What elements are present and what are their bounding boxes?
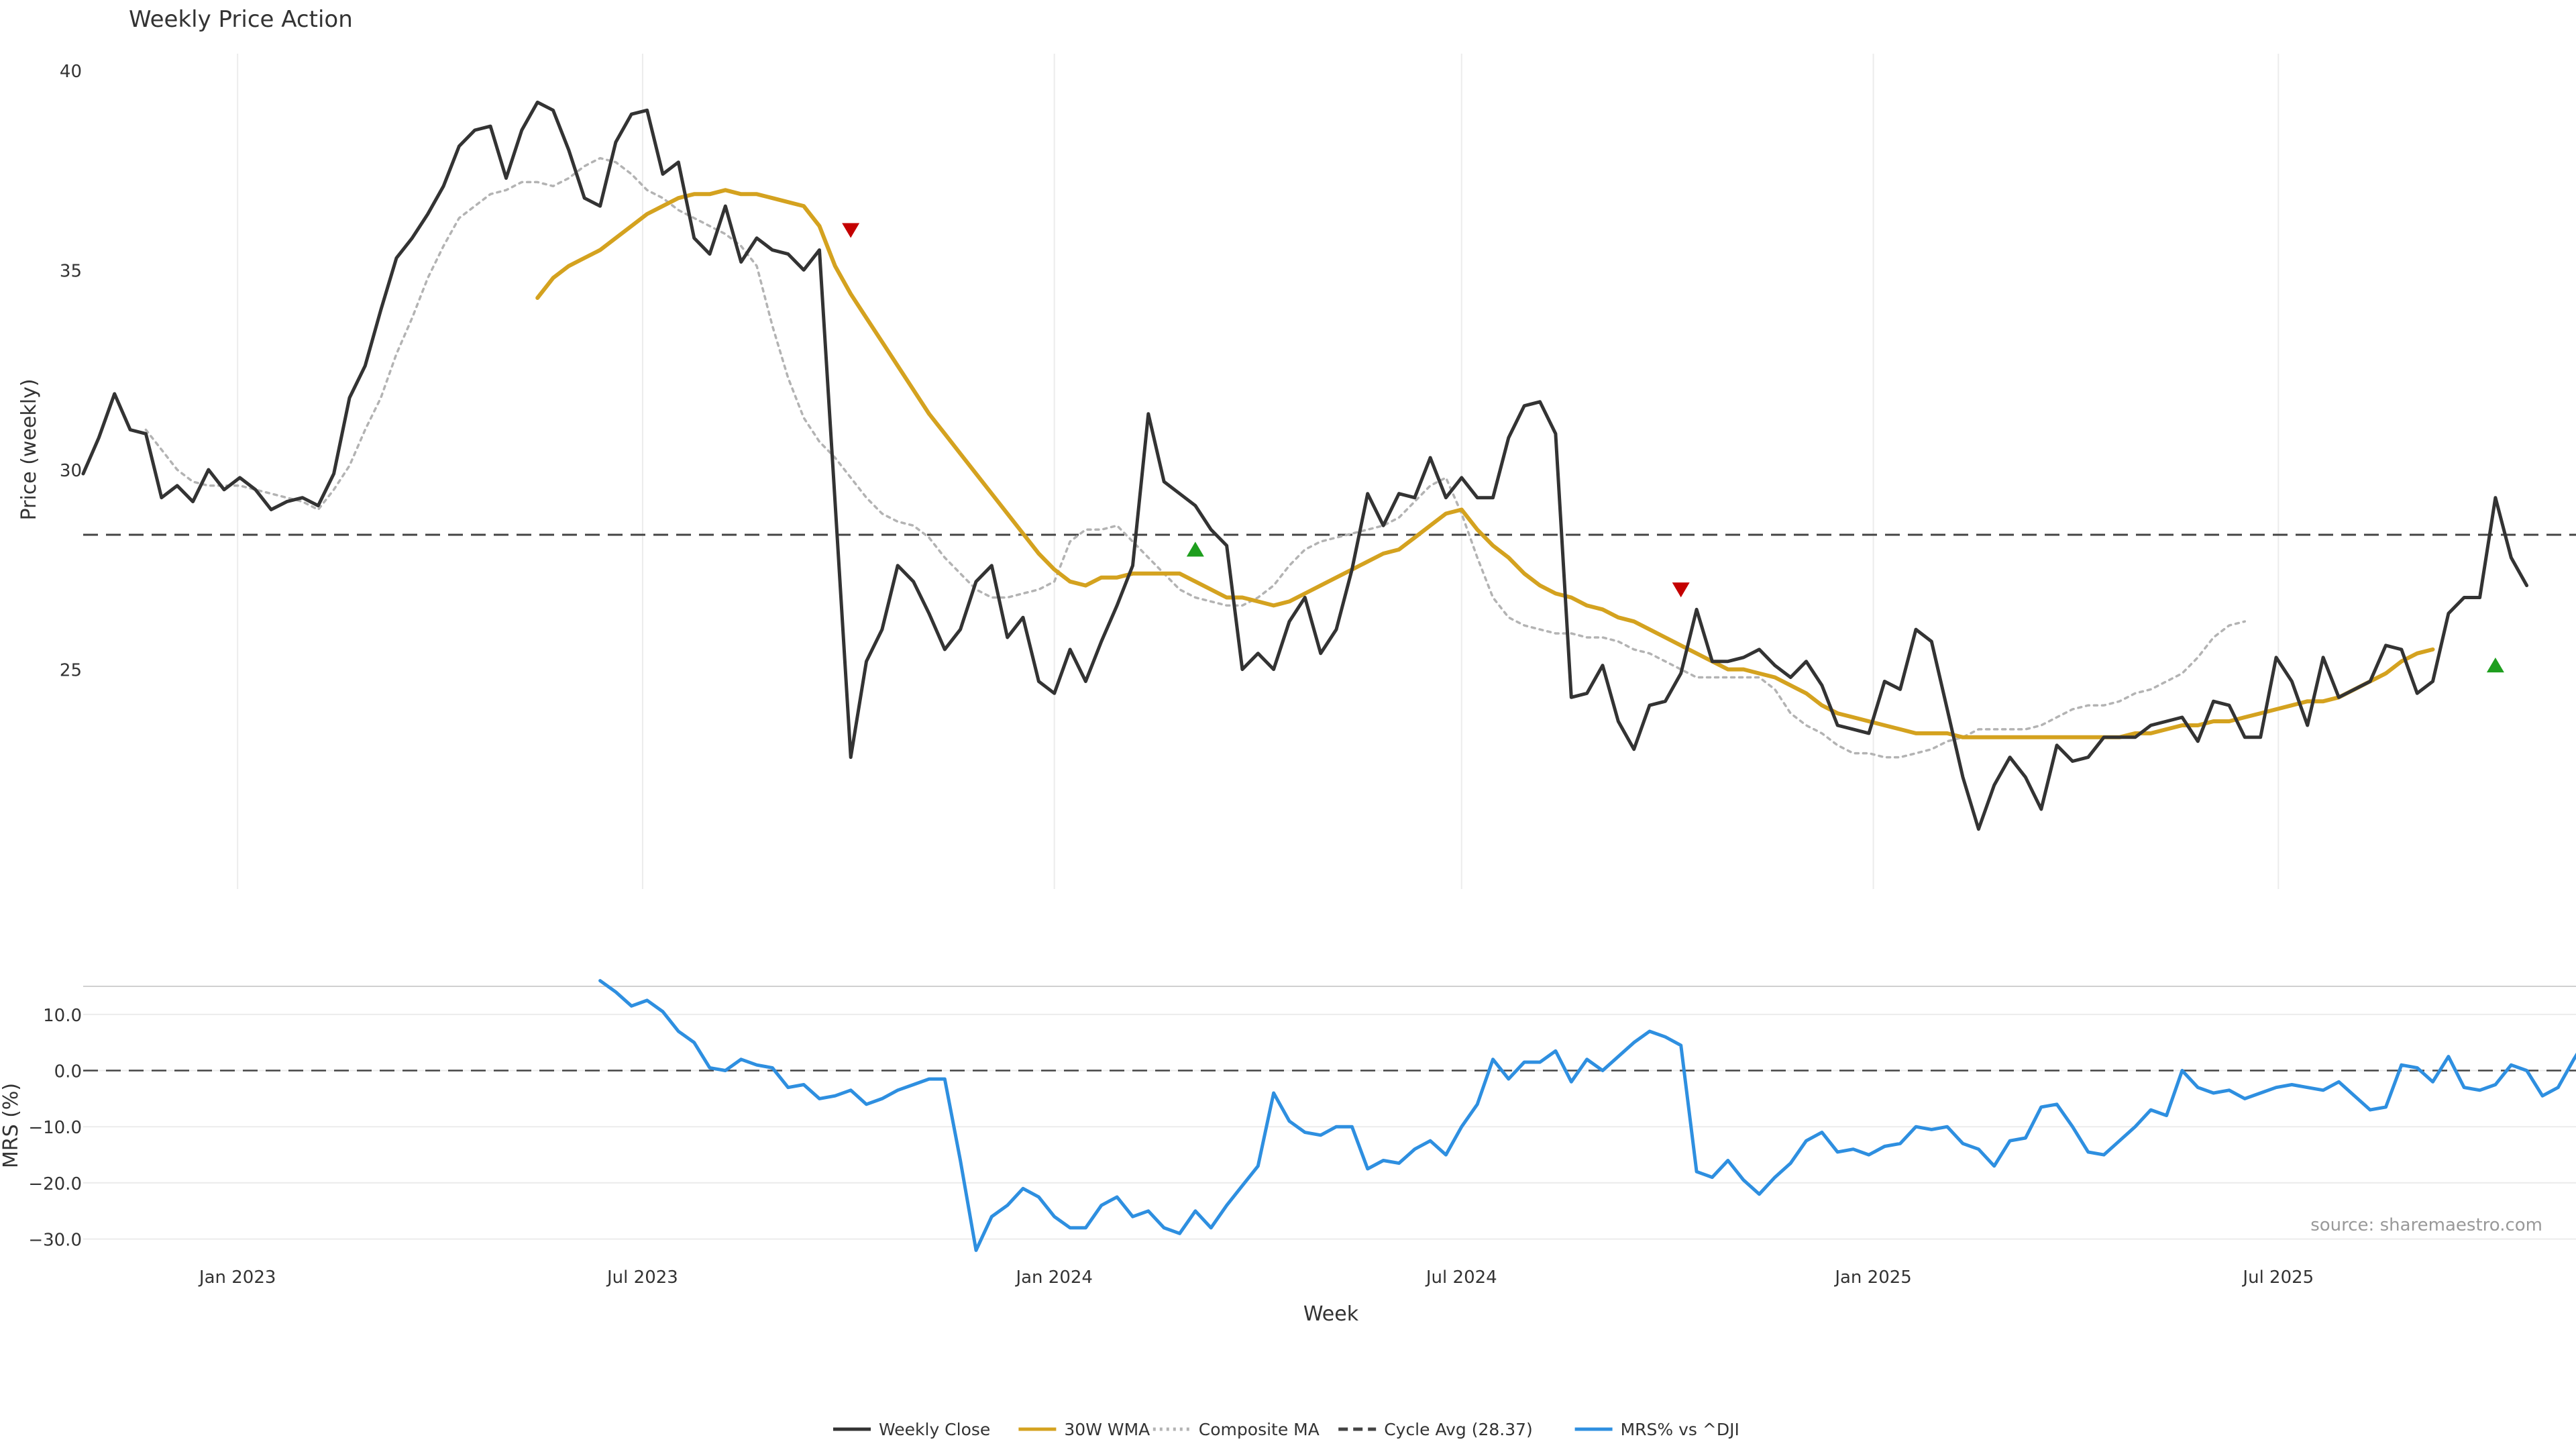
axis-ticks: Jan 2023 Jul 2023 Jan 2024 Jul 2024 Jan 2025… [28, 62, 2314, 1288]
legend-label: Cycle Avg (28.37) [1384, 1420, 1533, 1439]
mrs-tick-label: 0.0 [54, 1062, 82, 1082]
price-tick-label: 40 [60, 62, 82, 82]
mrs-tick-label: −30.0 [28, 1231, 82, 1251]
mrs-panel-grid [83, 986, 2576, 1240]
price-tick-label: 35 [60, 261, 82, 281]
legend-label: Weekly Close [879, 1420, 990, 1439]
source-note: source: sharemaestro.com [2310, 1215, 2542, 1235]
x-tick-label: Jan 2024 [1014, 1267, 1093, 1288]
sell-signal-marker [1672, 582, 1690, 598]
chart-title: Weekly Price Action [129, 6, 353, 33]
buy-signal-marker [1186, 541, 1204, 557]
sell-signal-marker [842, 223, 860, 238]
price-tick-label: 25 [60, 661, 82, 681]
series-layer [81, 100, 2576, 1252]
x-tick-label: Jul 2023 [606, 1267, 678, 1288]
mrs-tick-label: 10.0 [43, 1006, 82, 1026]
x-tick-label: Jan 2023 [198, 1267, 276, 1288]
legend-label: 30W WMA [1064, 1420, 1150, 1439]
reference-lines [83, 533, 2576, 1072]
mrs-tick-label: −20.0 [28, 1174, 82, 1194]
legend-label: MRS% vs ^DJI [1621, 1420, 1739, 1439]
weekly-close-line [81, 100, 2529, 831]
legend-label: Composite MA [1199, 1420, 1320, 1439]
signal-markers [842, 223, 2504, 673]
composite-ma-line [144, 156, 2247, 759]
price-panel-grid [237, 54, 2279, 889]
mrs-axis-label: MRS (%) [0, 1083, 23, 1168]
price-axis-label: Price (weekly) [17, 378, 41, 520]
x-tick-label: Jul 2025 [2241, 1267, 2314, 1288]
legend: Weekly Close 30W WMA Composite MA Cycle Avg… [833, 1420, 1739, 1439]
mrs-line [598, 979, 2576, 1252]
x-tick-label: Jul 2024 [1425, 1267, 1497, 1288]
x-axis-label: Week [1303, 1302, 1359, 1326]
buy-signal-marker [2486, 657, 2504, 673]
mrs-tick-label: −10.0 [28, 1118, 82, 1138]
x-tick-label: Jan 2025 [1833, 1267, 1912, 1288]
price-tick-label: 30 [60, 461, 82, 481]
